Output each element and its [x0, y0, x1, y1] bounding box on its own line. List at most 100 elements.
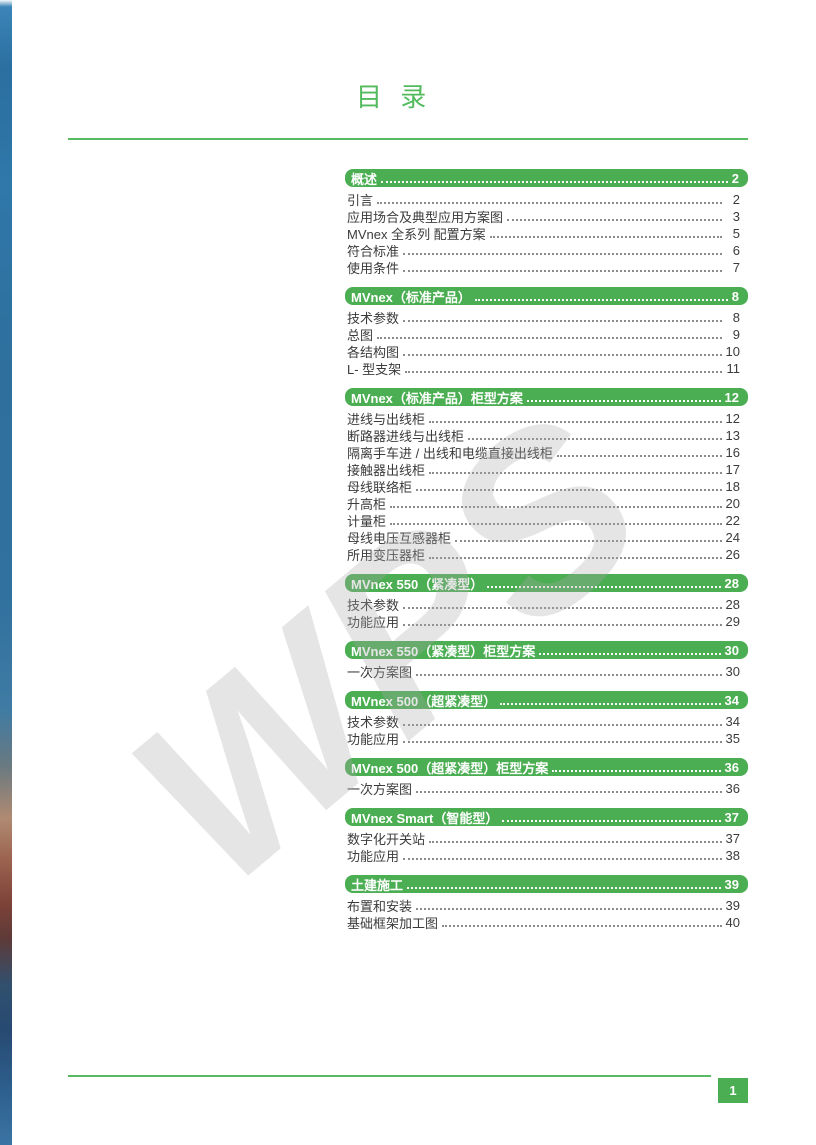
toc-item[interactable]: 符合标准 6	[345, 242, 748, 259]
toc-item-label: 接触器出线柜	[347, 463, 426, 478]
dot-leader	[468, 438, 722, 440]
toc-item-label: 技术参数	[347, 598, 400, 613]
toc-section-page-number: 37	[724, 809, 739, 825]
toc-section: MVnex 500（超紧凑型） 34 技术参数 34 功能应用 35	[345, 691, 748, 747]
toc-item[interactable]: 使用条件 7	[345, 259, 748, 276]
toc-item[interactable]: 功能应用 35	[345, 730, 748, 747]
toc-section-items: 进线与出线柜 12 断路器进线与出线柜 13 隔离手车进 / 出线和电缆直接出线…	[345, 410, 748, 563]
toc-section-header[interactable]: MVnex 550（紧凑型）柜型方案 30	[345, 641, 748, 659]
dot-leader	[455, 540, 722, 542]
toc-section-header[interactable]: 土建施工 39	[345, 875, 748, 893]
toc-item-label: 一次方案图	[347, 782, 413, 797]
toc-section-items: 一次方案图 36	[345, 780, 748, 797]
toc-item[interactable]: 母线电压互感器柜 24	[345, 529, 748, 546]
toc-item[interactable]: 应用场合及典型应用方案图 3	[345, 208, 748, 225]
toc-section-header[interactable]: MVnex Smart（智能型） 37	[345, 808, 748, 826]
dot-leader	[539, 653, 721, 655]
toc-item-label: 进线与出线柜	[347, 412, 426, 427]
dot-leader	[403, 607, 722, 609]
toc-item-page-number: 5	[732, 226, 740, 241]
dot-leader	[429, 841, 722, 843]
toc-item[interactable]: 升高柜 20	[345, 495, 748, 512]
toc-item-page-number: 3	[732, 209, 740, 224]
toc-item[interactable]: 接触器出线柜 17	[345, 461, 748, 478]
dot-leader	[442, 925, 722, 927]
toc-item[interactable]: 功能应用 29	[345, 613, 748, 630]
toc-item[interactable]: 数字化开关站 37	[345, 830, 748, 847]
toc-section-page-number: 8	[731, 288, 739, 304]
toc-item[interactable]: 断路器进线与出线柜 13	[345, 427, 748, 444]
toc-section-header[interactable]: MVnex 500（超紧凑型）柜型方案 36	[345, 758, 748, 776]
toc-item[interactable]: 所用变压器柜 26	[345, 546, 748, 563]
toc-item-label: L- 型支架	[347, 362, 402, 377]
toc-item[interactable]: MVnex 全系列 配置方案 5	[345, 225, 748, 242]
dot-leader	[487, 586, 721, 588]
dot-leader	[403, 858, 722, 860]
toc-item[interactable]: 技术参数 28	[345, 596, 748, 613]
toc-section-items: 技术参数 8 总图 9 各结构图 10 L- 型支架 11	[345, 309, 748, 377]
toc-item-page-number: 8	[732, 310, 740, 325]
toc-item[interactable]: 基础框架加工图 40	[345, 914, 748, 931]
dot-leader	[403, 741, 722, 743]
toc-item-label: 断路器进线与出线柜	[347, 429, 465, 444]
toc-item[interactable]: L- 型支架 11	[345, 360, 748, 377]
dot-leader	[429, 472, 722, 474]
toc-section: MVnex 500（超紧凑型）柜型方案 36 一次方案图 36	[345, 758, 748, 797]
dot-leader	[429, 421, 722, 423]
toc-section-items: 数字化开关站 37 功能应用 38	[345, 830, 748, 864]
toc-item[interactable]: 进线与出线柜 12	[345, 410, 748, 427]
toc-section: 概述 2 引言 2 应用场合及典型应用方案图 3 MVnex 全系列 配置方案 …	[345, 169, 748, 276]
toc-item-label: 所用变压器柜	[347, 548, 426, 563]
toc-item[interactable]: 总图 9	[345, 326, 748, 343]
toc-section-items: 技术参数 28 功能应用 29	[345, 596, 748, 630]
toc-section-header[interactable]: MVnex（标准产品） 8	[345, 287, 748, 305]
dot-leader	[390, 506, 722, 508]
dot-leader	[405, 371, 722, 373]
toc-item[interactable]: 引言 2	[345, 191, 748, 208]
dot-leader	[403, 320, 722, 322]
toc-item[interactable]: 技术参数 34	[345, 713, 748, 730]
toc-section-items: 一次方案图 30	[345, 663, 748, 680]
toc-item-label: 一次方案图	[347, 665, 413, 680]
toc-item-page-number: 28	[725, 597, 740, 612]
toc-item[interactable]: 一次方案图 36	[345, 780, 748, 797]
toc-item-page-number: 9	[732, 327, 740, 342]
dot-leader	[552, 770, 721, 772]
toc-section-title: MVnex 500（超紧凑型）柜型方案	[351, 760, 549, 776]
toc-item[interactable]: 功能应用 38	[345, 847, 748, 864]
toc: 概述 2 引言 2 应用场合及典型应用方案图 3 MVnex 全系列 配置方案 …	[345, 169, 748, 931]
dot-leader	[377, 337, 722, 339]
toc-section-title: MVnex 550（紧凑型）柜型方案	[351, 643, 536, 659]
toc-section-items: 布置和安装 39 基础框架加工图 40	[345, 897, 748, 931]
toc-item[interactable]: 技术参数 8	[345, 309, 748, 326]
toc-item-label: 计量柜	[347, 514, 387, 529]
toc-item-page-number: 10	[725, 344, 740, 359]
toc-section-header[interactable]: MVnex 550（紧凑型） 28	[345, 574, 748, 592]
toc-section-header[interactable]: 概述 2	[345, 169, 748, 187]
toc-section-title: MVnex（标准产品）	[351, 289, 471, 305]
dot-leader	[416, 489, 722, 491]
toc-section-page-number: 28	[724, 575, 739, 591]
toc-section-items: 技术参数 34 功能应用 35	[345, 713, 748, 747]
toc-item-page-number: 22	[725, 513, 740, 528]
toc-section-header[interactable]: MVnex（标准产品）柜型方案 12	[345, 388, 748, 406]
dot-leader	[429, 557, 722, 559]
toc-item-page-number: 35	[725, 731, 740, 746]
toc-item-page-number: 16	[725, 445, 740, 460]
toc-item[interactable]: 各结构图 10	[345, 343, 748, 360]
toc-item[interactable]: 母线联络柜 18	[345, 478, 748, 495]
dot-leader	[416, 674, 722, 676]
toc-item[interactable]: 布置和安装 39	[345, 897, 748, 914]
toc-item[interactable]: 隔离手车进 / 出线和电缆直接出线柜 16	[345, 444, 748, 461]
toc-item[interactable]: 计量柜 22	[345, 512, 748, 529]
dot-leader	[502, 820, 721, 822]
toc-item-page-number: 36	[725, 781, 740, 796]
toc-item-page-number: 7	[732, 260, 740, 275]
toc-section-items: 引言 2 应用场合及典型应用方案图 3 MVnex 全系列 配置方案 5 符合标…	[345, 191, 748, 276]
toc-section-page-number: 12	[724, 389, 739, 405]
toc-item[interactable]: 一次方案图 30	[345, 663, 748, 680]
dot-leader	[403, 253, 722, 255]
toc-item-page-number: 11	[726, 361, 741, 376]
toc-section-header[interactable]: MVnex 500（超紧凑型） 34	[345, 691, 748, 709]
